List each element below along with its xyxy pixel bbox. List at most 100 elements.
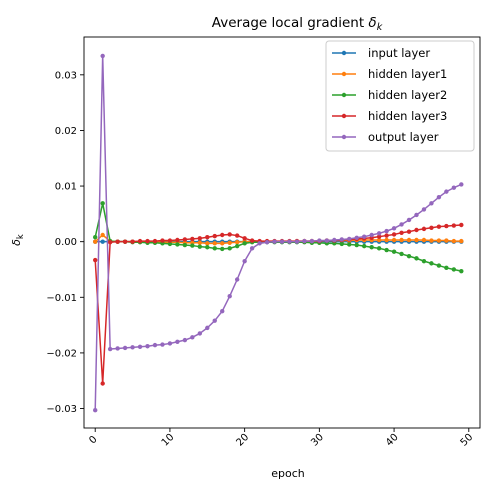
data-point <box>391 237 397 243</box>
data-point <box>190 335 195 340</box>
data-point <box>376 246 382 251</box>
legend-label: hidden layer1 <box>368 67 447 81</box>
data-point <box>287 239 292 244</box>
y-tick-label: −0.01 <box>46 293 77 304</box>
data-point <box>459 268 464 274</box>
data-point <box>227 246 232 251</box>
data-point <box>361 243 367 249</box>
data-point <box>100 381 105 386</box>
data-point <box>167 238 173 243</box>
data-point <box>130 345 135 350</box>
data-point <box>459 222 464 228</box>
data-point <box>354 235 359 240</box>
data-point <box>339 241 344 247</box>
data-point <box>227 232 232 237</box>
data-point <box>332 237 337 243</box>
data-point <box>376 234 382 239</box>
y-tick-label: 0.00 <box>55 237 77 248</box>
data-point <box>175 237 180 243</box>
data-point <box>429 225 434 230</box>
data-point <box>220 241 225 246</box>
data-point <box>197 240 203 245</box>
data-point <box>212 246 217 251</box>
legend-marker <box>341 92 347 98</box>
data-point <box>421 258 427 264</box>
data-point <box>421 207 427 212</box>
data-point <box>167 341 173 346</box>
data-point <box>369 245 374 250</box>
legend: input layer hidden layer1 hidden layer2 hid… <box>325 40 475 152</box>
data-point <box>182 237 188 242</box>
data-point <box>152 238 158 244</box>
data-point <box>406 229 412 234</box>
data-point <box>205 245 210 250</box>
series-layer <box>93 53 464 413</box>
data-point <box>242 241 247 246</box>
legend-item: input layer <box>332 46 430 60</box>
data-point <box>227 293 232 299</box>
legend-box <box>325 40 475 152</box>
data-point <box>376 237 382 243</box>
data-point <box>212 233 217 239</box>
series-output-layer <box>93 53 464 413</box>
axes-frame <box>83 36 481 429</box>
data-point <box>399 251 404 257</box>
data-point <box>93 257 98 263</box>
data-point <box>197 244 203 249</box>
data-point <box>107 240 113 245</box>
x-axis-label: epoch <box>271 467 305 480</box>
data-point <box>220 246 225 252</box>
data-point <box>272 239 277 244</box>
data-point <box>384 233 389 238</box>
data-point <box>451 267 457 272</box>
y-axis-label: δk <box>10 234 26 246</box>
data-point <box>302 238 307 244</box>
data-point <box>175 339 180 344</box>
data-point <box>406 253 412 259</box>
data-point <box>145 238 150 244</box>
data-point <box>93 235 98 240</box>
data-point <box>122 345 128 351</box>
legend-marker <box>341 113 347 119</box>
legend-marker <box>341 71 347 77</box>
data-point <box>220 309 225 314</box>
legend-marker <box>341 50 347 56</box>
data-point <box>190 243 195 248</box>
data-point <box>122 239 128 244</box>
y-axis-label-subscript: k <box>16 234 26 239</box>
data-point <box>115 239 120 244</box>
data-point <box>421 226 427 232</box>
y-tick-label: 0.03 <box>55 70 77 81</box>
data-point <box>444 223 449 229</box>
data-point <box>399 222 404 227</box>
chart-title: Average local gradient δk <box>212 15 383 33</box>
data-point <box>444 265 449 271</box>
chart-title-text: Average local gradient <box>212 15 369 31</box>
data-point <box>205 235 210 240</box>
legend-item: output layer <box>332 130 439 144</box>
data-point <box>167 241 173 247</box>
chart-title-symbol: δ <box>368 15 376 31</box>
data-point <box>182 242 188 248</box>
data-point <box>190 236 195 242</box>
data-point <box>309 238 315 244</box>
data-point <box>227 240 232 245</box>
data-point <box>369 232 374 238</box>
y-axis-label-symbol: δ <box>10 239 23 246</box>
data-point <box>160 238 165 243</box>
data-point <box>175 242 180 247</box>
data-point <box>376 231 382 236</box>
data-point <box>414 256 419 261</box>
data-point <box>100 232 105 238</box>
data-point <box>347 242 352 247</box>
data-point <box>361 234 367 239</box>
data-point <box>234 277 240 282</box>
data-point <box>115 346 120 351</box>
data-point <box>406 237 412 243</box>
data-point <box>436 263 442 268</box>
data-point <box>391 249 397 254</box>
data-point <box>414 237 419 243</box>
data-point <box>347 236 352 242</box>
data-point <box>414 227 419 233</box>
